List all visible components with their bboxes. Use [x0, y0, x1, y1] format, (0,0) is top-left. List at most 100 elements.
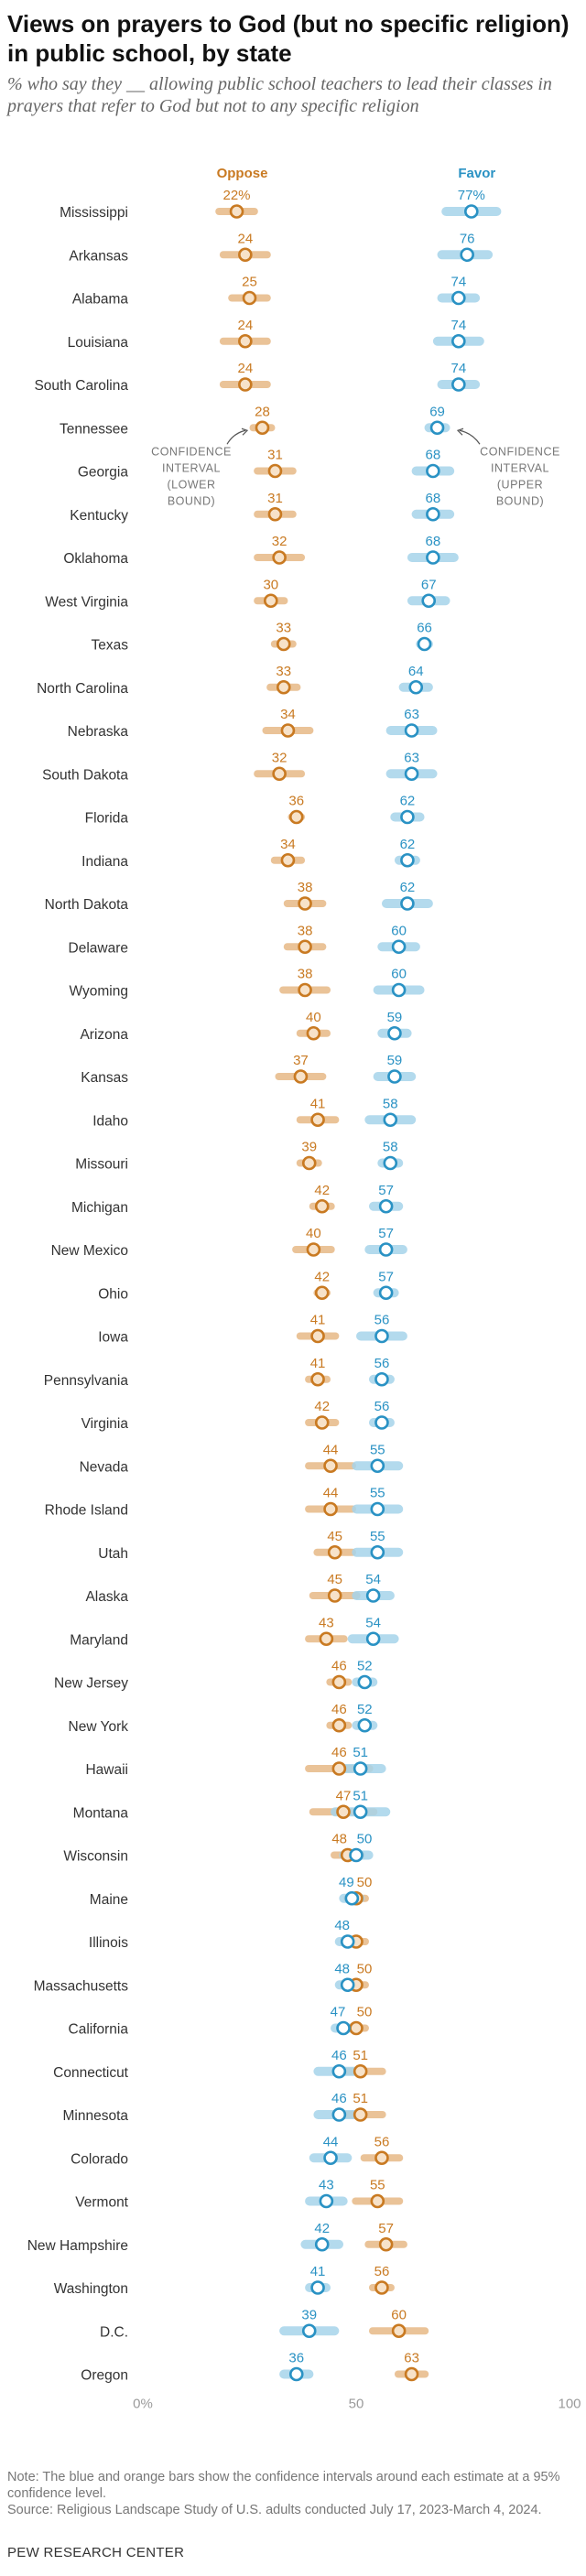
oppose-value-label: 46 [331, 1745, 347, 1760]
state-label: Mississippi [60, 205, 128, 221]
oppose-dot [378, 2236, 394, 2252]
state-label: New Jersey [54, 1676, 128, 1692]
favor-dot [331, 2063, 347, 2079]
favor-dot [301, 2323, 317, 2339]
favor-dot [400, 896, 415, 911]
oppose-dot [314, 1198, 330, 1214]
favor-value-label: 68 [426, 448, 441, 463]
oppose-dot [331, 1761, 347, 1776]
favor-value-label: 50 [357, 1832, 373, 1847]
favor-value-label: 59 [387, 1010, 403, 1025]
favor-value-label: 66 [417, 621, 432, 636]
oppose-dot [323, 1458, 338, 1474]
state-label: Nevada [80, 1459, 129, 1475]
favor-value-label: 55 [370, 1442, 385, 1457]
oppose-value-label: 36 [288, 794, 304, 809]
oppose-value-label: 22% [223, 188, 251, 203]
favor-value-label: 74 [450, 361, 466, 376]
state-label: Tennessee [60, 421, 128, 437]
state-label: Maryland [70, 1632, 128, 1648]
annotation-right-text: (UPPER [497, 478, 543, 491]
oppose-value-label: 41 [310, 1313, 326, 1328]
favor-value-label: 36 [288, 2351, 304, 2366]
state-label: Washington [54, 2281, 128, 2297]
favor-value-label: 60 [391, 923, 407, 938]
favor-dot [288, 2366, 304, 2382]
favor-value-label: 55 [370, 1529, 385, 1544]
favor-dot [344, 1890, 360, 1906]
favor-value-label: 57 [378, 1226, 394, 1241]
state-label: Nebraska [68, 724, 129, 740]
favor-value-label: 62 [400, 794, 416, 809]
annotation-left-text: INTERVAL [162, 461, 221, 474]
favor-value-label: 51 [353, 1745, 368, 1760]
favor-dot [378, 1285, 394, 1301]
favor-value-label: 42 [314, 2221, 330, 2236]
oppose-dot [298, 896, 312, 911]
annotation-left-arrow [226, 429, 246, 445]
favor-value-label: 54 [365, 1572, 381, 1587]
favor-dot [357, 1717, 373, 1733]
state-label: California [69, 2022, 129, 2038]
oppose-dot [306, 1242, 321, 1257]
favor-dot [370, 1544, 385, 1560]
favor-dot [404, 766, 419, 782]
state-label: Arkansas [69, 248, 128, 264]
oppose-value-label: 50 [357, 1875, 373, 1890]
favor-value-label: 49 [339, 1875, 354, 1890]
oppose-dot [288, 809, 304, 825]
oppose-dot [310, 1112, 325, 1128]
oppose-dot [229, 204, 244, 219]
favor-dot [426, 463, 440, 479]
state-label: North Dakota [45, 897, 129, 913]
oppose-value-label: 41 [310, 1096, 326, 1111]
oppose-value-label: 39 [301, 1140, 317, 1155]
state-label: Georgia [78, 465, 129, 481]
oppose-value-label: 44 [323, 1442, 339, 1457]
oppose-dot [298, 939, 312, 955]
oppose-value-label: 28 [255, 404, 270, 419]
oppose-value-label: 42 [314, 1399, 330, 1414]
oppose-value-label: 34 [280, 707, 296, 722]
oppose-dot [301, 1155, 317, 1171]
favor-value-label: 74 [450, 318, 466, 333]
favor-dot [408, 679, 424, 695]
annotation-right-text: BOUND) [496, 494, 544, 507]
favor-value-label: 68 [426, 491, 441, 506]
state-label: Delaware [69, 940, 128, 956]
favor-value-label: 56 [374, 1356, 390, 1371]
favor-dot [370, 1501, 385, 1517]
favor-dot [310, 2280, 325, 2295]
oppose-value-label: 38 [298, 923, 313, 938]
favor-dot [460, 247, 474, 263]
favor-dot [451, 333, 466, 349]
annotation-left-text: BOUND) [168, 494, 215, 507]
oppose-value-label: 32 [272, 534, 288, 549]
state-label: Vermont [75, 2195, 128, 2211]
oppose-value-label: 41 [310, 1356, 326, 1371]
state-label: Indiana [81, 854, 128, 870]
favor-value-label: 43 [319, 2178, 334, 2193]
favor-value-label: 63 [404, 750, 419, 765]
favor-value-label: 58 [383, 1096, 398, 1111]
oppose-dot [263, 593, 278, 609]
favor-dot [378, 1242, 394, 1257]
state-label: New Mexico [51, 1243, 128, 1259]
favor-value-label: 74 [450, 275, 466, 290]
favor-value-label: 41 [310, 2264, 326, 2279]
state-label: New Hampshire [27, 2238, 128, 2254]
favor-dot [336, 2020, 351, 2036]
x-tick-label: 0% [133, 2397, 153, 2412]
legend-oppose: Oppose [217, 166, 268, 181]
favor-dot [374, 1415, 389, 1430]
state-label: D.C. [100, 2324, 128, 2340]
favor-value-label: 48 [334, 1918, 350, 1933]
state-label: Connecticut [53, 2065, 129, 2081]
oppose-dot [310, 1328, 325, 1344]
favor-dot [451, 290, 466, 306]
oppose-dot [331, 1674, 347, 1690]
oppose-value-label: 47 [336, 1788, 352, 1803]
oppose-value-label: 63 [404, 2351, 419, 2366]
favor-value-label: 62 [400, 837, 416, 852]
oppose-dot [306, 1025, 321, 1041]
